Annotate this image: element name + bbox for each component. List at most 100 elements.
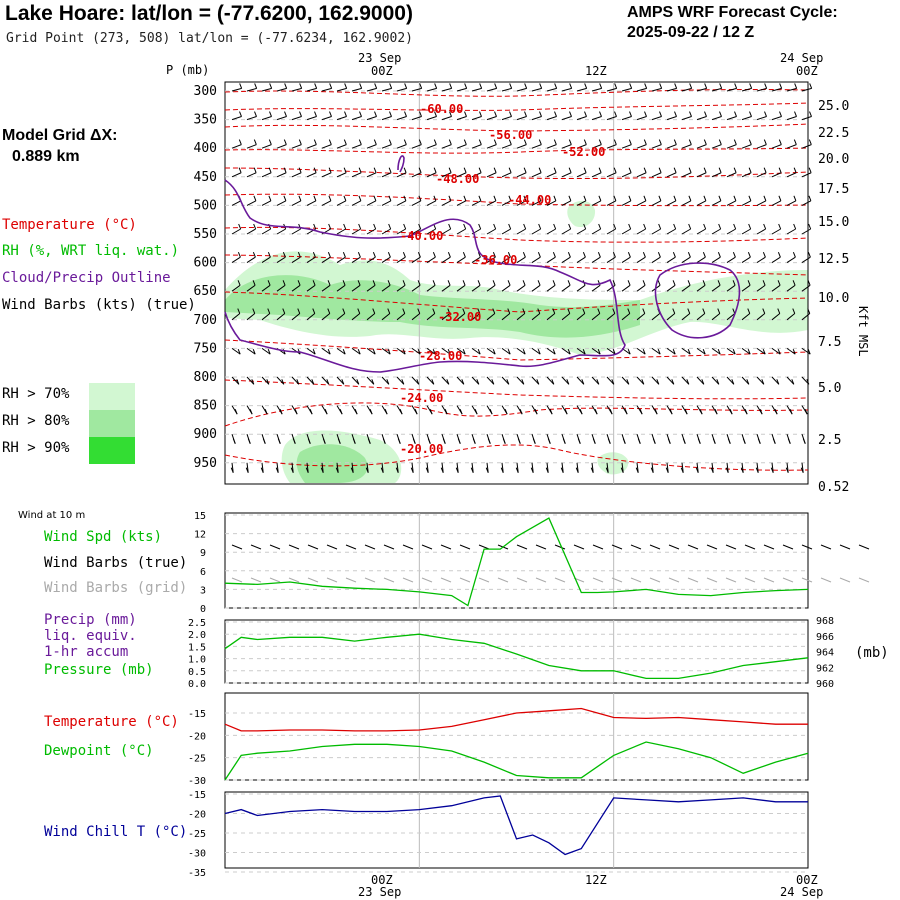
wind-barb-staff — [336, 116, 347, 121]
wind-barb-staff — [546, 256, 556, 264]
wind-barb-flag — [521, 379, 525, 385]
wind-barb-10m-true — [725, 544, 737, 550]
wind-barb-staff — [636, 116, 647, 121]
wind-barb — [426, 139, 437, 149]
wind-barb-staff — [321, 313, 331, 321]
wind-barb-flag — [427, 438, 431, 444]
wind-barb-staff — [396, 284, 406, 292]
wind-barb — [366, 308, 376, 321]
wind-barb-flag — [702, 251, 706, 258]
wind-barb-flag — [718, 223, 722, 230]
wind-barb-staff — [246, 116, 257, 121]
wind-barb — [441, 347, 451, 355]
wind-barb-flag — [253, 167, 257, 173]
wind-barb — [531, 376, 540, 385]
wind-barb-flag — [538, 223, 542, 230]
wind-barb-staff — [591, 116, 602, 121]
wind-barb-flag — [673, 223, 677, 230]
wind-barb-flag — [446, 379, 450, 385]
wind-barb-flag — [687, 280, 691, 286]
wind-barb-staff — [576, 116, 587, 121]
wind-barb-staff — [246, 284, 256, 292]
wind-barb — [351, 223, 362, 235]
wind-barb-flag — [343, 223, 347, 230]
wind-barb — [516, 167, 527, 178]
wind-barb — [471, 139, 482, 149]
wind-barb-flag — [284, 111, 287, 117]
wind-barb — [396, 139, 407, 149]
wind-barb-staff — [801, 172, 812, 178]
wind-barb — [726, 167, 737, 178]
wind-barb — [321, 167, 332, 178]
wind-barb — [575, 462, 579, 473]
wind-barb-flag — [232, 438, 236, 444]
wind-barb — [486, 167, 497, 178]
wind-barb-staff — [546, 116, 557, 121]
wind-barb-flag — [472, 438, 476, 444]
wind-barb-flag — [609, 408, 613, 415]
wind-barb — [651, 195, 662, 206]
wind-barb — [276, 223, 287, 235]
wind-barb — [621, 139, 632, 149]
temp-contour-label: -32.00 — [438, 310, 481, 324]
wind-barb — [261, 308, 271, 321]
wind-barb-staff — [486, 172, 497, 178]
wind-barb-staff — [696, 172, 707, 178]
wind-barb-staff — [291, 200, 302, 206]
wind-barb — [516, 83, 528, 92]
pressure-right-tick: 966 — [816, 632, 834, 643]
wind-barb-staff — [666, 284, 676, 292]
wind-barb-flag — [522, 348, 526, 355]
wind-barb-staff — [246, 228, 256, 235]
wind-barb-flag — [807, 348, 811, 355]
wind-barb-staff — [306, 347, 316, 355]
wind-barb-10m-true — [250, 544, 262, 550]
wind-barb-staff — [321, 172, 332, 178]
top-hour-3: 00Z — [796, 64, 818, 78]
wind-barb-staff — [666, 376, 675, 385]
wind-barb — [621, 111, 632, 121]
wind-barb — [261, 83, 273, 92]
wind-barb-flag — [672, 308, 676, 314]
wind-barb — [396, 83, 408, 92]
wind-barb-flag — [763, 223, 767, 230]
wind-barb-staff — [351, 228, 361, 235]
cloud-outline-group — [224, 155, 741, 373]
wind-barb-staff — [471, 313, 481, 321]
wind-barb-flag — [568, 223, 572, 230]
wind-barb-flag — [763, 139, 767, 145]
rh80-lower-region — [296, 444, 368, 483]
wind-barb-flag — [399, 408, 403, 415]
wind-barb — [351, 139, 362, 149]
wind-barb-staff — [381, 116, 392, 121]
wind-barb-staff — [336, 313, 346, 321]
wind-barb-10m-true — [535, 544, 547, 550]
wind-barb-flag — [434, 83, 438, 89]
wind-barb-staff — [561, 87, 572, 92]
wind-barb — [606, 376, 615, 385]
wind-barb-flag — [627, 308, 631, 314]
wind-barb-staff — [651, 347, 661, 355]
wind-barb-staff — [486, 376, 495, 385]
wind-barb — [501, 195, 512, 206]
wind-barb — [321, 111, 332, 121]
wind-barb — [561, 376, 570, 385]
wind-barb-staff — [396, 200, 407, 206]
wind-barb — [531, 195, 542, 206]
wind-barb — [351, 280, 361, 292]
wind-barb — [261, 111, 272, 121]
wind-barb-staff — [741, 313, 751, 321]
wind-barb — [546, 139, 557, 149]
wind-barb — [576, 347, 586, 355]
wind-barb-staff — [771, 347, 781, 355]
wind-barb — [710, 462, 714, 473]
wind-barb-flag — [294, 408, 298, 415]
wind-barb-staff — [351, 347, 361, 355]
wind-barb-flag — [725, 467, 729, 473]
wind-barb — [756, 434, 761, 444]
wind-barb-flag — [809, 111, 812, 117]
wind-barb — [681, 308, 691, 321]
wind-barb — [576, 376, 585, 385]
wind-barb-flag — [523, 139, 527, 145]
wind-barb-staff — [306, 376, 315, 385]
